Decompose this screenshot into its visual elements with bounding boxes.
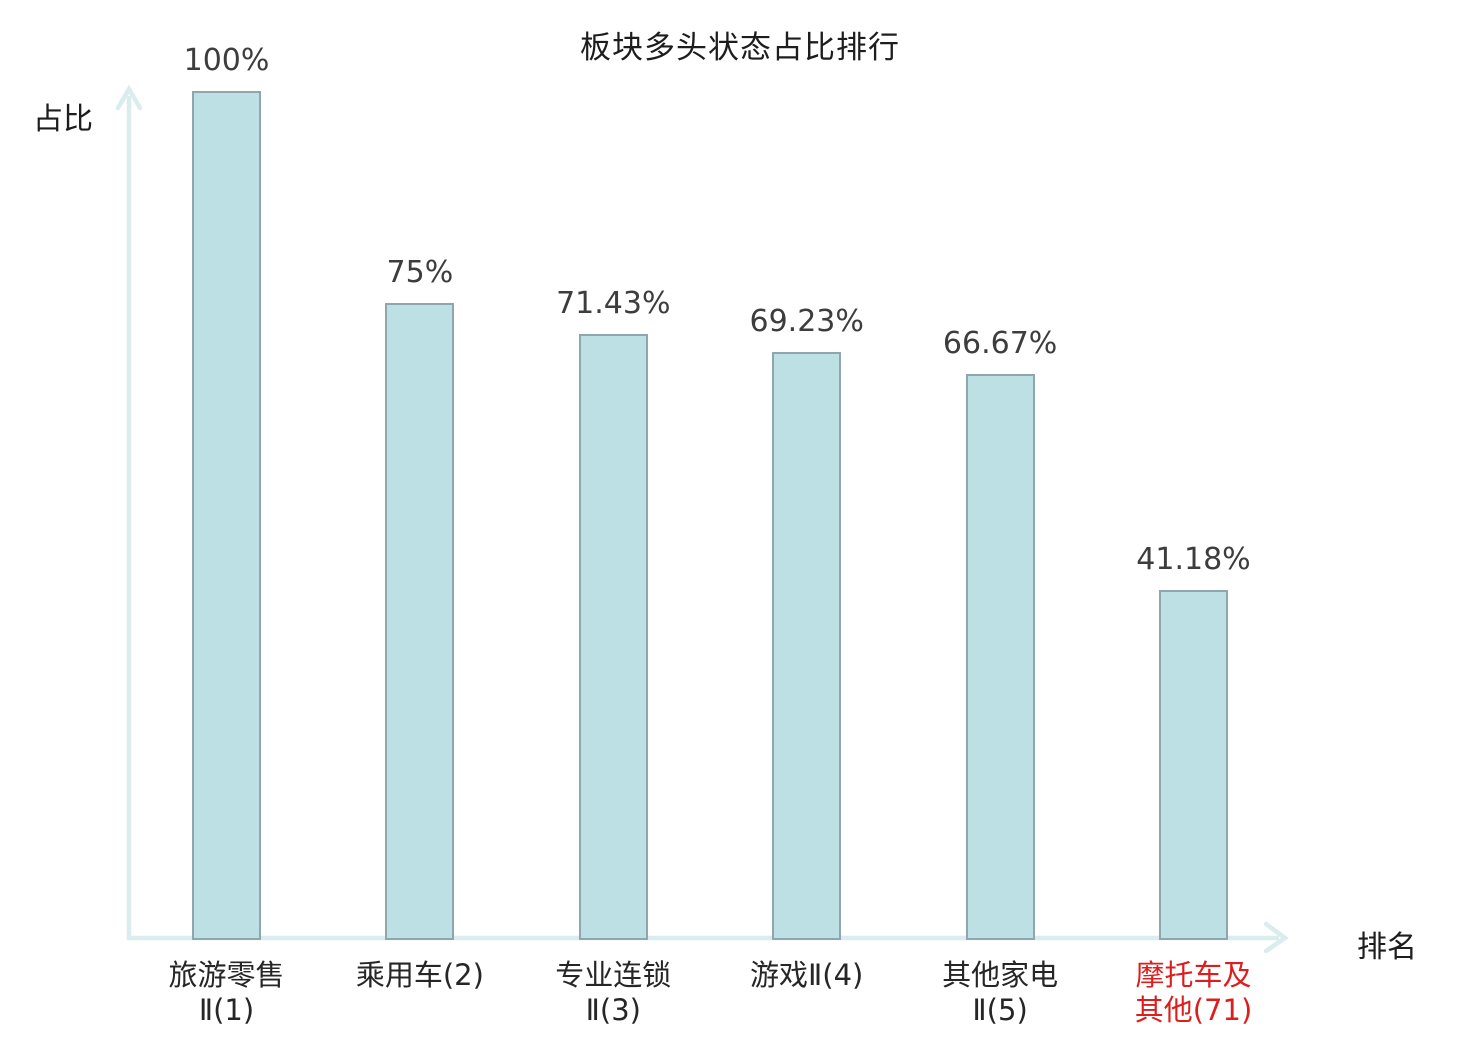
bar-value-label: 41.18%	[1136, 542, 1251, 578]
bar	[192, 91, 261, 940]
bar-value-label: 66.67%	[942, 325, 1058, 361]
category-label-line: 摩托车及	[1135, 958, 1252, 992]
category-label-line: 游戏Ⅱ(4)	[750, 958, 864, 992]
x-axis-label: 排名	[1357, 930, 1417, 965]
bar-value-label: 71.43%	[556, 285, 671, 321]
category-label-line: 专业连锁	[555, 958, 672, 992]
bar	[385, 303, 455, 940]
category-label: 专业连锁 Ⅱ(3)	[503, 958, 723, 1028]
category-label: 游戏Ⅱ(4)	[697, 958, 917, 993]
bar-value-label: 100%	[183, 43, 270, 78]
bar	[965, 373, 1035, 940]
bar	[578, 333, 648, 940]
bar-value-label: 75%	[386, 255, 454, 291]
category-label: 乘用车(2)	[310, 958, 530, 993]
bar	[1159, 590, 1228, 940]
category-label-line: 旅游零售	[168, 958, 285, 992]
bar	[772, 352, 842, 940]
bar-value-label: 69.23%	[749, 304, 864, 340]
category-label-line: 其他家电	[942, 958, 1059, 992]
category-label: 其他家电 Ⅱ(5)	[890, 958, 1110, 1028]
category-label: 旅游零售 Ⅱ(1)	[117, 958, 337, 1028]
category-label-line: 乘用车(2)	[355, 958, 484, 992]
category-label-line: Ⅱ(5)	[972, 993, 1028, 1027]
category-label: 摩托车及 其他(71)	[1084, 958, 1304, 1028]
chart-title: 板块多头状态占比排行	[580, 30, 900, 66]
category-label-line: 其他(71)	[1134, 993, 1253, 1027]
y-axis-label: 占比	[33, 102, 93, 137]
x-axis-arrow-icon	[1263, 921, 1289, 954]
y-axis-arrow-icon	[115, 84, 143, 111]
category-label-line: Ⅱ(3)	[585, 993, 641, 1027]
category-label-line: Ⅱ(1)	[198, 993, 255, 1027]
